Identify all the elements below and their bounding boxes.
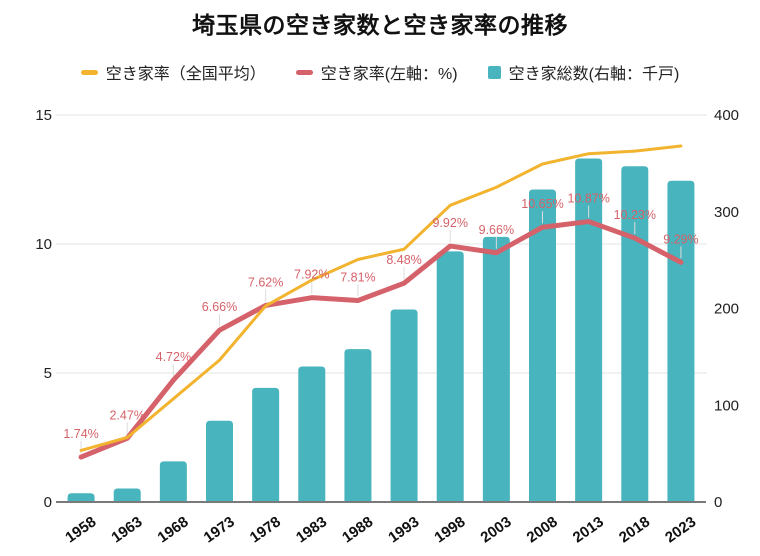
legend-swatch-national-average <box>80 69 98 75</box>
legend-item-national-average[interactable]: 空き家率（全国平均） <box>80 60 266 84</box>
data-label-1993: 8.48% <box>386 253 421 267</box>
x-label-1998: 1998 <box>431 513 468 546</box>
annotation-leader-lines <box>80 205 682 454</box>
legend: 空き家率（全国平均） 空き家率(左軸：%) 空き家総数(右軸：千戸) <box>0 60 760 84</box>
bar-1963 <box>113 488 141 502</box>
data-label-1973: 6.66% <box>202 300 237 314</box>
x-label-1983: 1983 <box>293 513 330 546</box>
bar-1978 <box>252 387 280 502</box>
bar-2003 <box>482 236 510 502</box>
x-label-1973: 1973 <box>201 513 238 546</box>
x-label-2008: 2008 <box>524 513 561 546</box>
bar-1983 <box>298 366 326 502</box>
legend-label: 空き家率(左軸：%) <box>320 66 458 83</box>
data-label-1963: 2.47% <box>109 408 144 422</box>
bar-2008 <box>529 189 556 502</box>
x-label-1993: 1993 <box>385 513 422 546</box>
bar-2018 <box>621 166 649 502</box>
x-label-1963: 1963 <box>108 513 145 546</box>
bars-series <box>67 158 695 503</box>
data-label-2003: 9.66% <box>479 223 514 237</box>
right-tick-200: 200 <box>714 301 739 318</box>
left-tick-10: 10 <box>35 236 52 253</box>
x-axis-labels: 1958 1963 1968 1973 1978 1983 1988 1993 1998 2003… <box>62 513 699 546</box>
data-label-2023: 9.29% <box>663 232 698 246</box>
legend-label: 空き家総数(右軸：千戸) <box>508 66 680 83</box>
x-label-1988: 1988 <box>339 513 376 546</box>
left-tick-0: 0 <box>44 494 52 511</box>
x-label-2018: 2018 <box>616 513 653 546</box>
bar-1958 <box>67 493 95 502</box>
bar-2013 <box>575 158 603 502</box>
bar-1993 <box>390 309 418 502</box>
data-label-2013: 10.87% <box>567 192 609 206</box>
legend-label: 空き家率（全国平均） <box>105 66 266 83</box>
data-label-1978: 7.62% <box>248 275 283 289</box>
data-label-1983: 7.92% <box>294 268 329 282</box>
x-label-2023: 2023 <box>662 513 699 546</box>
x-label-1958: 1958 <box>62 513 99 546</box>
left-tick-5: 5 <box>44 365 52 382</box>
bar-1973 <box>206 420 233 502</box>
bar-1988 <box>344 349 372 502</box>
left-tick-15: 15 <box>35 107 52 124</box>
data-labels: 1.74% 2.47% 4.72% 6.66% 7.62% 7.92% 7.81% 8.48%… <box>63 192 698 442</box>
data-label-1968: 4.72% <box>156 350 191 364</box>
x-label-1968: 1968 <box>155 513 192 546</box>
x-label-2003: 2003 <box>478 513 515 546</box>
legend-swatch-prefecture-rate <box>295 69 313 75</box>
legend-item-total-vacant[interactable]: 空き家総数(右軸：千戸) <box>487 60 680 84</box>
legend-item-prefecture-rate[interactable]: 空き家率(左軸：%) <box>295 60 458 84</box>
right-tick-0: 0 <box>714 494 722 511</box>
x-label-2013: 2013 <box>570 513 607 546</box>
right-axis-labels: 0 100 200 300 400 <box>714 107 739 511</box>
legend-swatch-total-vacant <box>487 65 501 79</box>
left-axis-labels: 0 5 10 15 <box>35 107 52 511</box>
bar-2023 <box>667 180 695 503</box>
data-label-2018: 10.23% <box>614 208 656 222</box>
bar-1998 <box>436 251 464 502</box>
data-label-1988: 7.81% <box>340 271 375 285</box>
data-label-1958: 1.74% <box>63 427 98 441</box>
national-average-line <box>79 144 683 452</box>
x-label-1978: 1978 <box>247 513 284 546</box>
right-tick-100: 100 <box>714 397 739 414</box>
chart-title: 埼玉県の空き家数と空き家率の推移 <box>192 12 568 38</box>
prefecture-rate-line <box>78 219 684 460</box>
data-label-1998: 9.92% <box>432 216 467 230</box>
bar-1968 <box>159 461 187 502</box>
right-tick-400: 400 <box>714 107 739 124</box>
data-label-2008: 10.65% <box>521 197 563 211</box>
right-tick-300: 300 <box>714 204 739 221</box>
